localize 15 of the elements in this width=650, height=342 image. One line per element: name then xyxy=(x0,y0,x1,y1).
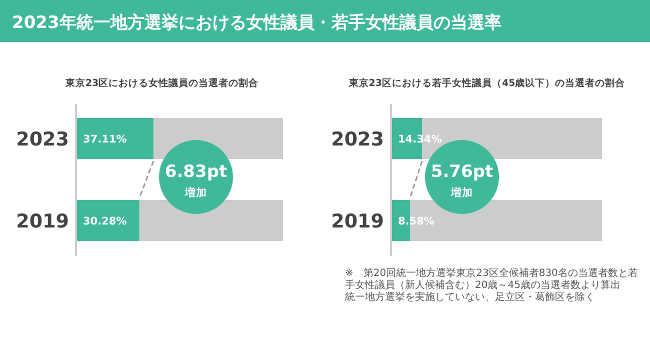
y-tick-label: 2023 xyxy=(331,128,384,150)
annotation: 増加 xyxy=(184,186,207,199)
annotation: 6.83pt xyxy=(164,162,228,182)
annotation: 増加 xyxy=(450,186,473,199)
annotation: 5.76pt xyxy=(430,162,494,182)
chart-subtitle: 東京23区における女性議員の当選者の割合 xyxy=(64,77,259,89)
chart-subtitle: 東京23区における若手女性議員（45歳以下）の当選者の割合 xyxy=(348,77,626,89)
data-label: 37.11% xyxy=(83,134,128,146)
y-tick-label: 2019 xyxy=(16,210,69,232)
y-tick-label: 2023 xyxy=(16,128,69,150)
data-label: 30.28% xyxy=(83,216,128,228)
text: ※ 第20回統一地方選挙東京23区全候補者830名の当選者数と若手女性議員（新人候補含む）20歳～45歳の当選者数より算出 xyxy=(345,267,638,291)
y-tick-label: 2019 xyxy=(331,210,384,232)
text: 統一地方選挙を実施していない、足立区・葛飾区を除く xyxy=(345,291,595,303)
chart-title: 2023年統一地方選挙における女性議員・若手女性議員の当選率 xyxy=(12,13,502,33)
